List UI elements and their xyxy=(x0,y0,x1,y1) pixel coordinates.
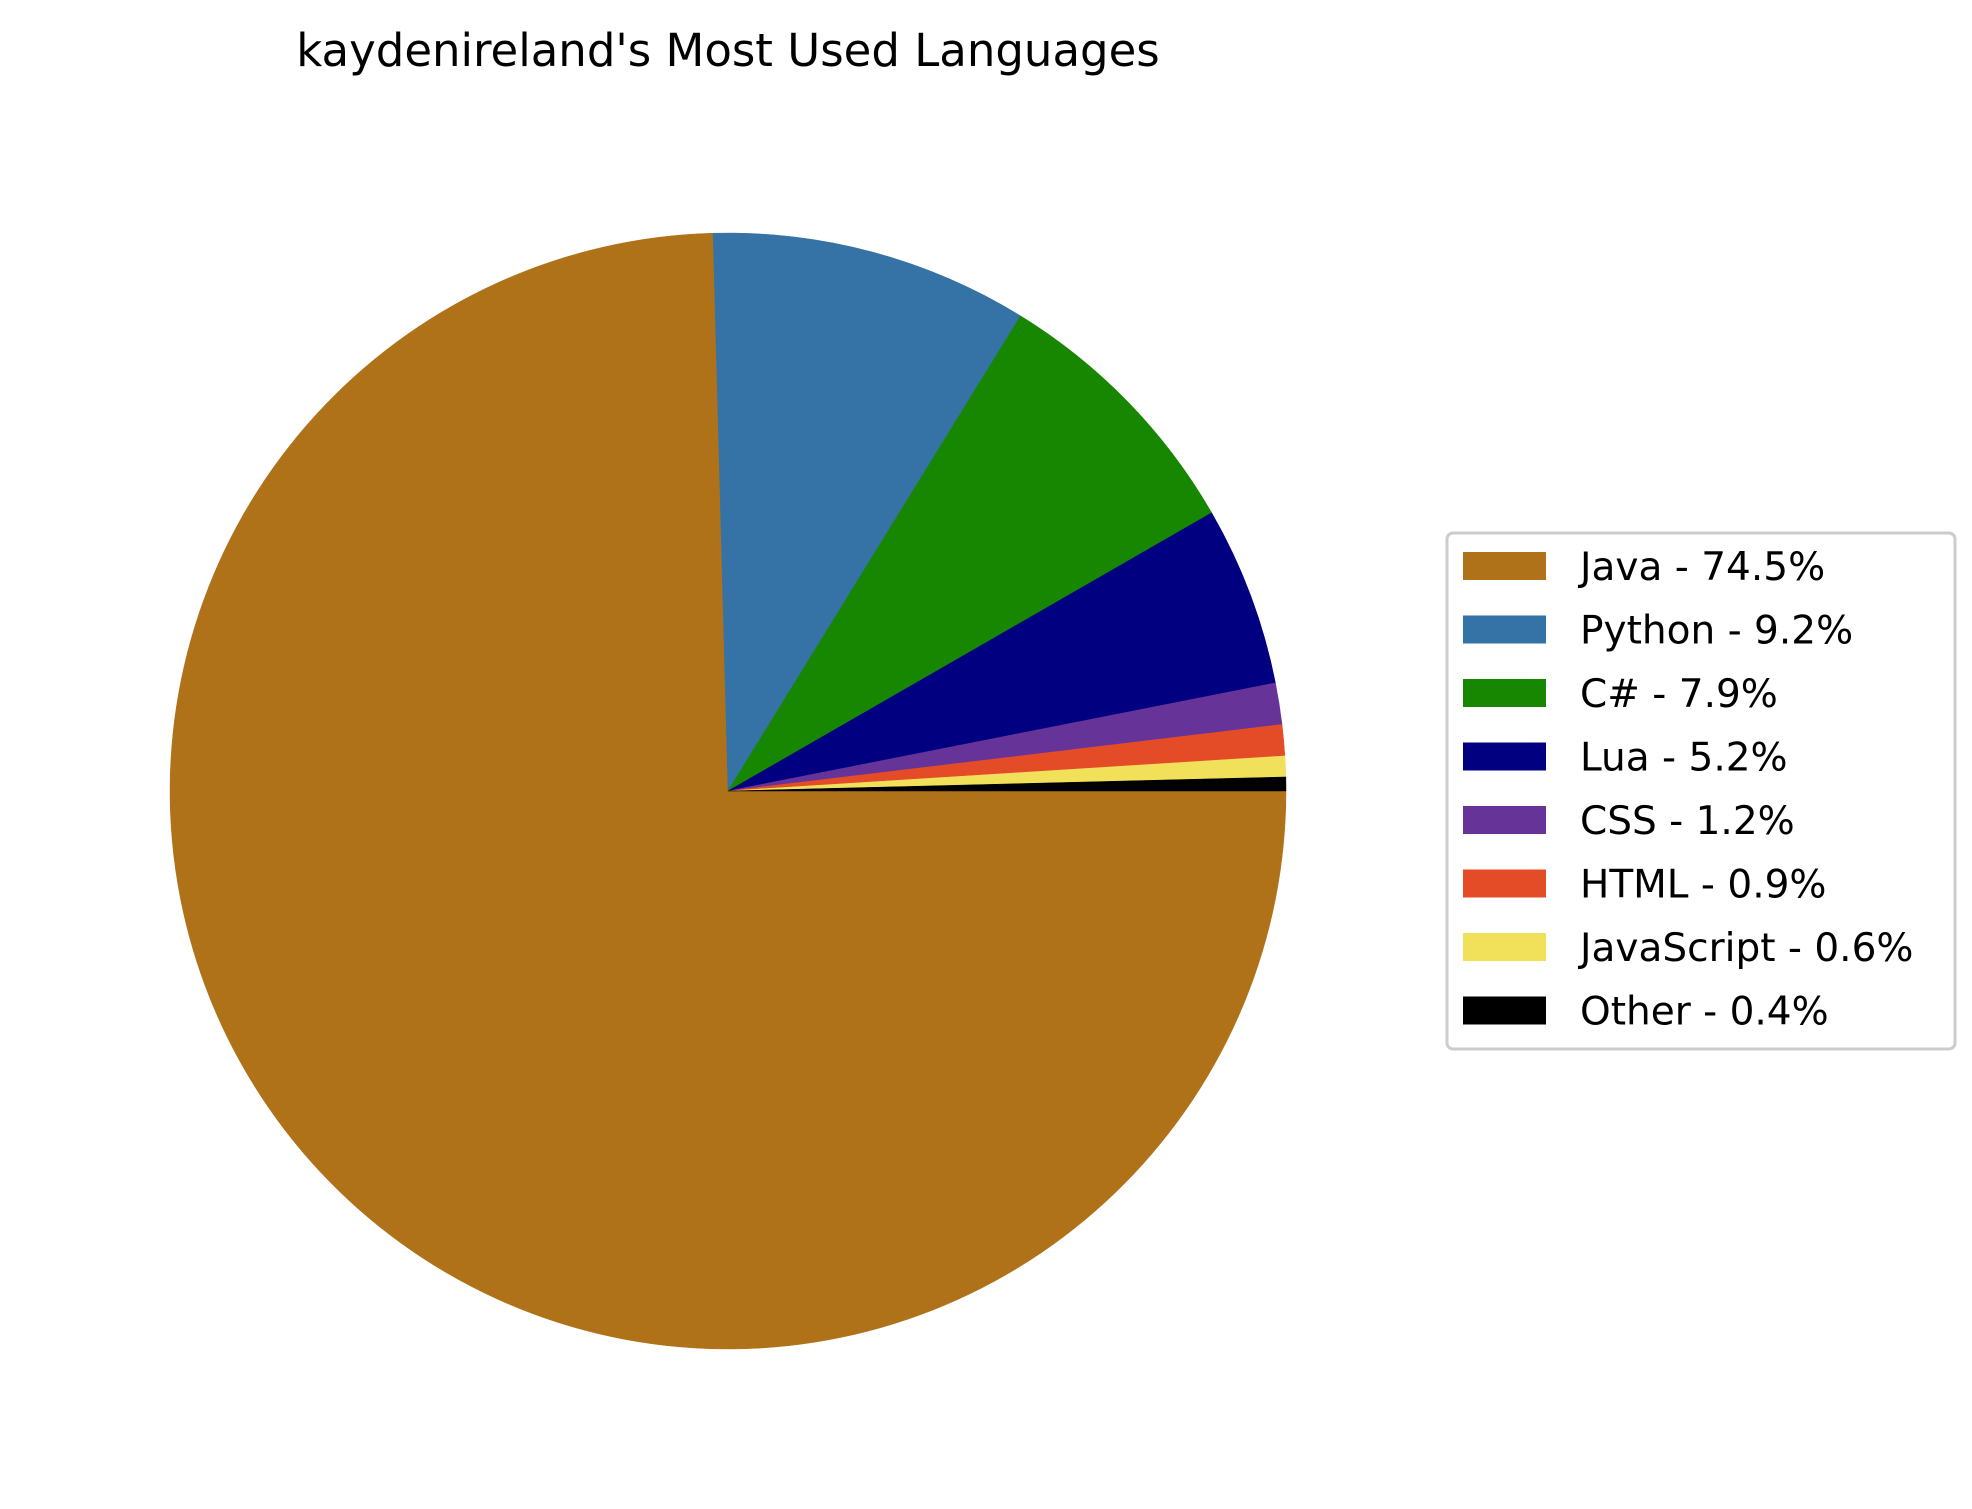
legend-swatch-css xyxy=(1463,806,1546,834)
legend-items: Java - 74.5% Python - 9.2% C# - 7.9% Lua - … xyxy=(1463,545,1913,1035)
legend-label-html: HTML - 0.9% xyxy=(1580,863,1826,908)
legend-swatch-csharp xyxy=(1463,679,1546,707)
legend-swatch-java xyxy=(1463,552,1546,580)
pie-slice-other xyxy=(727,776,1287,792)
legend-label-javascript: JavaScript - 0.6% xyxy=(1577,926,1913,971)
pie-slice-lua xyxy=(727,512,1276,792)
legend-label-css: CSS - 1.2% xyxy=(1580,799,1795,844)
legend-swatch-other xyxy=(1463,996,1546,1025)
legend-swatch-javascript xyxy=(1463,933,1546,961)
legend-label-java: Java - 74.5% xyxy=(1577,545,1825,590)
legend-frame xyxy=(1445,531,1957,1051)
legend-label-python: Python - 9.2% xyxy=(1580,609,1853,654)
pie-slices xyxy=(169,232,1287,1350)
legend: Java - 74.5% Python - 9.2% C# - 7.9% Lua - … xyxy=(1445,531,1957,1051)
legend-label-csharp: C# - 7.9% xyxy=(1580,672,1778,717)
legend-swatch-lua xyxy=(1463,742,1546,771)
legend-label-lua: Lua - 5.2% xyxy=(1580,736,1788,781)
pie-slice-csharp xyxy=(727,315,1213,792)
legend-label-other: Other - 0.4% xyxy=(1580,990,1829,1035)
legend-swatch-html xyxy=(1463,869,1546,898)
pie-slice-python xyxy=(712,232,1021,792)
legend-swatch-python xyxy=(1463,615,1546,644)
chart-title: kaydenireland's Most Used Languages xyxy=(296,24,1159,77)
